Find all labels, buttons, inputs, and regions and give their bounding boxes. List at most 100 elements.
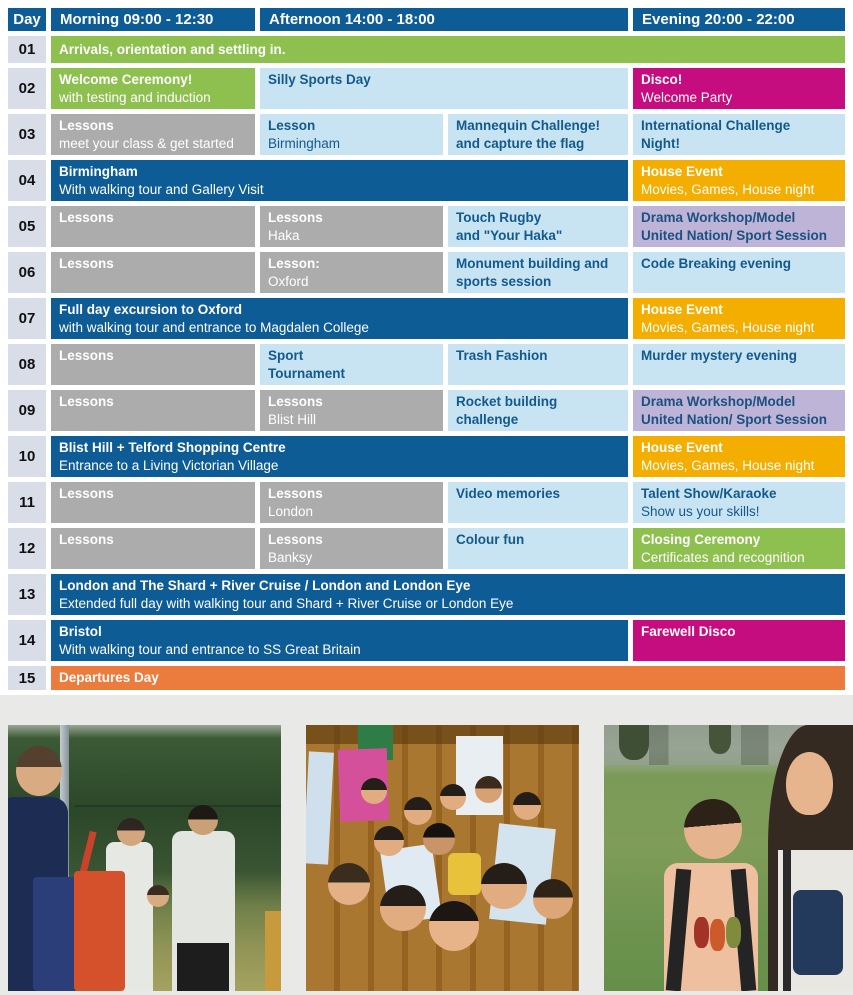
cell-day14-daytrip: Bristol With walking tour and entrance to… (51, 620, 628, 661)
photo-detail (618, 725, 649, 760)
day-number-14: 14 (8, 620, 46, 661)
photo-detail (785, 751, 834, 816)
cell-title: Full day excursion to Oxford (59, 302, 243, 317)
photo-detail (188, 804, 219, 835)
day-number-01: 01 (8, 36, 46, 63)
cell-title-line2: sports session (456, 273, 552, 289)
cell-title-line2: challenge (456, 411, 519, 427)
cell-day08-afternoon1: Sport Tournament (260, 344, 443, 385)
photo-detail (264, 911, 281, 991)
cell-title: International Challenge (641, 118, 791, 133)
cell-day11-evening: Talent Show/Karaoke Show us your skills! (633, 482, 845, 523)
header-afternoon: Afternoon 14:00 - 18:00 (260, 8, 628, 31)
cell-title: Birmingham (59, 164, 138, 179)
cell-title-line2: and capture the flag (456, 135, 585, 151)
day-number-10: 10 (8, 436, 46, 477)
cell-day04-evening: House Event Movies, Games, House night (633, 160, 845, 201)
cell-day06-afternoon1: Lesson: Oxford (260, 252, 443, 293)
day-number-11: 11 (8, 482, 46, 523)
cell-subtitle: With walking tour and Gallery Visit (59, 181, 264, 197)
cell-day02-afternoon: Silly Sports Day (260, 68, 628, 109)
cell-day12-afternoon2: Colour fun (448, 528, 628, 569)
schedule-table: Day Morning 09:00 - 12:30 Afternoon 14:0… (8, 8, 845, 690)
photo-strip (0, 695, 853, 995)
cell-title: Welcome Ceremony! (59, 72, 193, 87)
cell-day07-daytrip: Full day excursion to Oxford with walking… (51, 298, 628, 339)
cell-title: London and The Shard + River Cruise / Lo… (59, 578, 471, 593)
cell-title-line2: United Nation/ Sport Session (641, 411, 828, 427)
cell-title: Farewell Disco (641, 624, 736, 639)
cell-day07-evening: House Event Movies, Games, House night (633, 298, 845, 339)
cell-day08-evening: Murder mystery evening (633, 344, 845, 385)
day-number-12: 12 (8, 528, 46, 569)
day-number-07: 07 (8, 298, 46, 339)
cell-title: Murder mystery evening (641, 348, 798, 363)
cell-day02-evening: Disco! Welcome Party (633, 68, 845, 109)
photo-detail (306, 751, 334, 864)
photo-detail (379, 884, 426, 931)
day-number-15: 15 (8, 666, 46, 690)
photo-group-selfie (306, 725, 579, 991)
cell-day05-afternoon1: Lessons Haka (260, 206, 443, 247)
cell-title: Lesson (268, 118, 316, 133)
photo-detail (693, 916, 709, 949)
cell-day09-afternoon1: Lessons Blist Hill (260, 390, 443, 431)
cell-subtitle: London (268, 503, 314, 519)
cell-title-line2: and "Your Haka" (456, 227, 563, 243)
cell-subtitle: Movies, Games, House night (641, 319, 815, 335)
day-number-06: 06 (8, 252, 46, 293)
photo-detail (683, 799, 742, 860)
cell-day09-afternoon2: Rocket building challenge (448, 390, 628, 431)
photo-detail (177, 943, 230, 991)
day-number-02: 02 (8, 68, 46, 109)
cell-title: Disco! (641, 72, 683, 87)
photo-detail (327, 863, 370, 906)
cell-title: Lessons (59, 532, 114, 547)
cell-title: Trash Fashion (456, 348, 548, 363)
photo-detail (709, 919, 725, 952)
cell-title-line2: Tournament (268, 365, 345, 381)
cell-title: Silly Sports Day (268, 72, 371, 87)
cell-title: Monument building and (456, 256, 609, 271)
photo-detail (726, 916, 741, 949)
cell-day03-evening: International Challenge Night! (633, 114, 845, 155)
cell-title: House Event (641, 164, 723, 179)
cell-day05-afternoon2: Touch Rugby and "Your Haka" (448, 206, 628, 247)
cell-title: Code Breaking evening (641, 256, 792, 271)
day-number-09: 09 (8, 390, 46, 431)
cell-title: Lessons (59, 486, 114, 501)
cell-title: Touch Rugby (456, 210, 542, 225)
day-number-08: 08 (8, 344, 46, 385)
cell-day10-daytrip: Blist Hill + Telford Shopping Centre Entr… (51, 436, 628, 477)
cell-day02-morning: Welcome Ceremony! with testing and induct… (51, 68, 255, 109)
cell-title: Mannequin Challenge! (456, 118, 601, 133)
cell-day08-morning: Lessons (51, 344, 255, 385)
photo-detail (439, 783, 466, 810)
cell-day12-afternoon1: Lessons Banksy (260, 528, 443, 569)
cell-title-line2: Night! (641, 135, 680, 151)
cell-subtitle: meet your class & get started (59, 135, 234, 151)
cell-subtitle: with testing and induction (59, 89, 211, 105)
cell-title: Departures Day (59, 670, 159, 686)
header-day: Day (8, 8, 46, 31)
cell-title: Blist Hill + Telford Shopping Centre (59, 440, 286, 455)
photo-detail (147, 884, 170, 907)
photo-detail (32, 876, 79, 991)
cell-day03-afternoon2: Mannequin Challenge! and capture the flag (448, 114, 628, 155)
header-morning: Morning 09:00 - 12:30 (51, 8, 255, 31)
cell-subtitle: Show us your skills! (641, 503, 760, 519)
photo-detail (374, 826, 405, 857)
cell-day03-afternoon1: Lesson Birmingham (260, 114, 443, 155)
photo-detail (117, 818, 146, 847)
photo-detail (793, 889, 844, 976)
cell-title: Lessons (59, 256, 114, 271)
cell-day11-afternoon2: Video memories (448, 482, 628, 523)
cell-day03-morning: Lessons meet your class & get started (51, 114, 255, 155)
cell-day13-daytrip: London and The Shard + River Cruise / Lo… (51, 574, 845, 615)
cell-subtitle: Movies, Games, House night (641, 181, 815, 197)
cell-title: Lessons (59, 348, 114, 363)
photo-outdoor-bags (8, 725, 281, 991)
cell-subtitle: Oxford (268, 273, 309, 289)
cell-title: Colour fun (456, 532, 525, 547)
